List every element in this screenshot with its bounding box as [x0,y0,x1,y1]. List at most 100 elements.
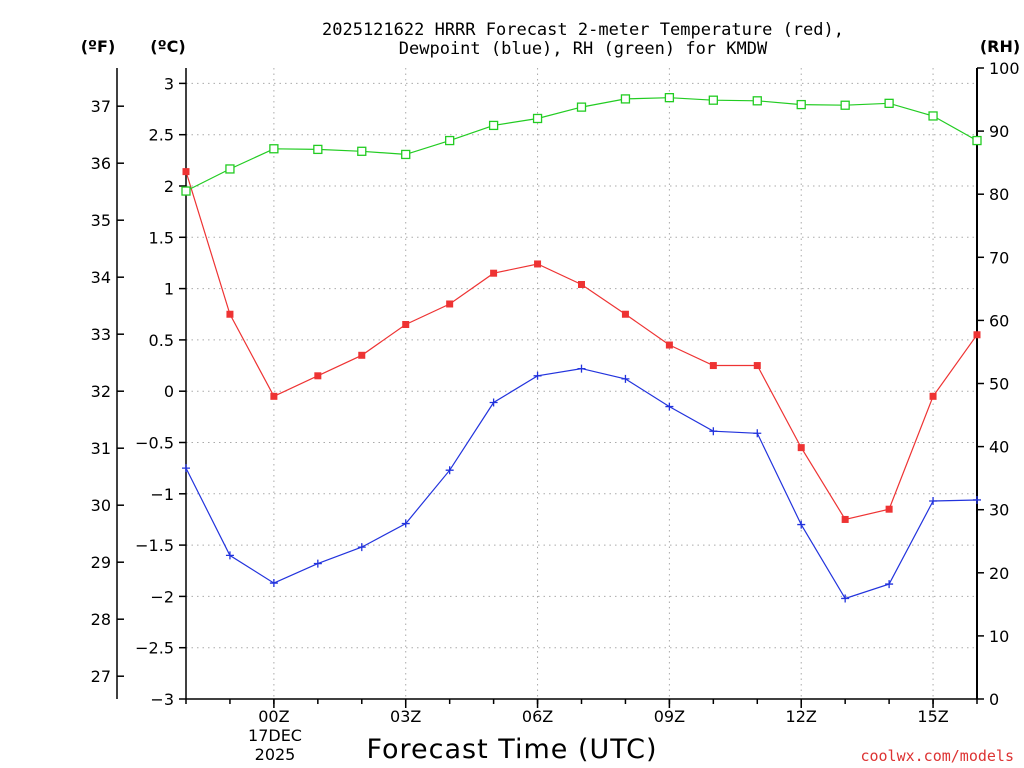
celsius-tick-label: −1.5 [135,536,174,555]
rh-point [928,111,938,121]
rh-point [840,100,850,110]
rh-tick-label: 80 [989,185,1009,204]
rh-point [576,102,587,112]
temperature-point [358,351,366,359]
temperature-point [402,321,410,329]
fahrenheit-tick-label: 31 [91,439,111,458]
rh-tick-label: 40 [989,438,1009,457]
celsius-tick-label: −3 [150,690,174,709]
fahrenheit-tick-label: 29 [91,553,111,572]
rh-point [532,113,543,124]
dewpoint-point [665,402,674,411]
dewpoint-point [313,559,322,568]
temperature-point [621,310,629,318]
rh-point [972,135,982,146]
celsius-tick-label: 2 [164,177,174,196]
rh-tick-label: 90 [989,122,1009,141]
temperature-point [665,341,673,349]
x-axis-title: Forecast Time (UTC) [366,734,657,765]
chart-axes [116,68,978,700]
temperature-point [182,168,190,176]
dewpoint-point [709,427,718,436]
rh-tick-label: 60 [989,311,1009,330]
celsius-tick-label: −1 [150,485,174,504]
temperature-point [314,372,322,380]
x-tick-label: 06Z [522,707,553,726]
dewpoint-point [182,464,190,473]
chart-subtitle: Dewpoint (blue), RH (green) for KMDW [399,39,768,59]
temperature-point [841,515,849,523]
x-tick-label: 09Z [654,707,685,726]
fahrenheit-unit-label: (ºF) [81,37,116,56]
celsius-tick-label: 1 [164,280,174,299]
celsius-unit-label: (ºC) [150,37,185,56]
date-label-year: 2025 [255,745,296,764]
dewpoint-point [445,466,454,475]
rh-point [884,98,894,108]
fahrenheit-axis: 37 36 35 34 33 32 31 30 29 28 27 [91,97,124,686]
grid-lines [186,68,977,700]
celsius-tick-label: 1.5 [149,228,174,247]
celsius-tick-label: 0.5 [149,331,174,350]
celsius-tick-label: 0 [164,382,174,401]
temperature-line [185,171,978,521]
temperature-point [973,331,981,339]
fahrenheit-tick-label: 34 [91,268,111,287]
rh-point [225,164,235,174]
temperature-point [490,269,498,277]
fahrenheit-tick-label: 28 [91,610,111,629]
dewpoint-point [797,520,806,529]
rh-tick-label: 0 [989,690,999,709]
rh-point [269,144,279,154]
rh-point [708,95,718,105]
dewpoint-point [621,374,630,383]
rh-point [445,135,455,146]
rh-point [664,93,675,103]
celsius-tick-label: 2.5 [149,126,174,145]
celsius-tick-label: −2.5 [135,639,174,658]
dewpoint-point [357,543,366,552]
credit-link[interactable]: coolwx.com/models [860,747,1014,765]
rh-point [796,99,806,110]
dewpoint-point [885,580,894,589]
celsius-tick-label: −0.5 [135,433,174,452]
series-temperature [182,168,981,523]
rh-tick-label: 20 [989,564,1009,583]
temperature-point [534,260,542,268]
temperature-point [753,362,761,370]
dewpoint-point [225,551,234,560]
temperature-point [929,392,937,400]
dewpoint-point [401,519,410,528]
temperature-point [578,280,585,288]
fahrenheit-tick-label: 37 [91,97,111,116]
rh-point [313,144,323,155]
x-tick-label: 03Z [390,707,421,726]
rh-point [620,94,631,104]
rh-point [752,96,762,106]
temperature-point [226,310,234,318]
fahrenheit-tick-label: 30 [91,496,111,515]
fahrenheit-tick-label: 32 [91,382,111,401]
rh-point [401,149,411,160]
celsius-tick-label: 3 [164,74,174,93]
fahrenheit-tick-label: 36 [91,154,111,173]
dewpoint-line [185,367,978,600]
x-axis: 00Z 03Z 06Z 09Z 12Z 15Z [185,699,978,726]
series-rh [181,93,982,196]
temperature-point [885,505,893,513]
temperature-point [797,444,805,452]
fahrenheit-tick-label: 35 [91,211,111,230]
temperature-point [709,362,717,370]
dewpoint-point [973,495,981,504]
dewpoint-point [929,496,938,505]
temperature-point [270,392,278,400]
rh-point [488,120,499,131]
dewpoint-point [753,429,762,438]
rh-tick-label: 30 [989,501,1009,520]
series-dewpoint [182,364,981,603]
date-label-day: 17DEC [248,726,302,745]
rh-point [181,186,191,196]
temperature-point [446,300,454,308]
